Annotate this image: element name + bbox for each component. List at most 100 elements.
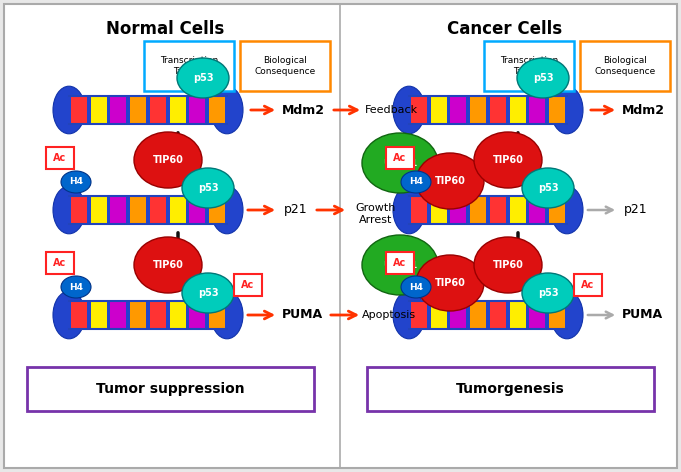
Text: TIP60: TIP60 — [434, 176, 465, 186]
Bar — [170, 96, 185, 124]
Ellipse shape — [551, 86, 583, 134]
Text: Biological
Consequence: Biological Consequence — [255, 56, 315, 76]
Bar — [411, 96, 427, 124]
Bar — [91, 96, 106, 124]
Ellipse shape — [211, 291, 243, 339]
FancyBboxPatch shape — [27, 367, 314, 411]
Bar — [430, 96, 447, 124]
Text: p53: p53 — [193, 73, 213, 83]
Text: TIP60: TIP60 — [434, 278, 465, 288]
Ellipse shape — [134, 132, 202, 188]
Ellipse shape — [177, 58, 229, 98]
Bar — [150, 96, 165, 124]
FancyBboxPatch shape — [386, 147, 414, 169]
Text: Cancer Cells: Cancer Cells — [447, 20, 563, 38]
FancyBboxPatch shape — [386, 252, 414, 274]
Bar — [110, 301, 126, 329]
Bar — [549, 301, 565, 329]
Bar — [209, 96, 225, 124]
Bar — [509, 301, 526, 329]
Text: Mdm2: Mdm2 — [281, 103, 325, 117]
Bar — [150, 301, 165, 329]
Bar — [490, 196, 506, 224]
Ellipse shape — [517, 58, 569, 98]
Text: TIP60: TIP60 — [153, 260, 183, 270]
Text: p21: p21 — [284, 203, 308, 217]
Bar — [509, 196, 526, 224]
Text: Feedback: Feedback — [364, 105, 417, 115]
Text: UHRF1: UHRF1 — [383, 261, 417, 270]
Ellipse shape — [474, 132, 542, 188]
Ellipse shape — [393, 186, 425, 234]
Ellipse shape — [134, 237, 202, 293]
Ellipse shape — [522, 168, 574, 208]
Bar — [529, 96, 545, 124]
Text: Transcription
Targets: Transcription Targets — [500, 56, 558, 76]
Ellipse shape — [53, 186, 85, 234]
Text: p53: p53 — [538, 183, 558, 193]
Text: Mdm2: Mdm2 — [622, 103, 665, 117]
Bar — [91, 301, 106, 329]
Bar — [110, 96, 126, 124]
Ellipse shape — [61, 276, 91, 298]
Ellipse shape — [61, 171, 91, 193]
Bar — [430, 196, 447, 224]
Bar — [430, 301, 447, 329]
Text: Ac: Ac — [394, 153, 407, 163]
Ellipse shape — [53, 291, 85, 339]
Bar — [209, 301, 225, 329]
Bar — [470, 196, 486, 224]
Bar — [71, 301, 86, 329]
Bar — [189, 96, 205, 124]
FancyBboxPatch shape — [144, 41, 234, 91]
Ellipse shape — [211, 86, 243, 134]
Text: H4: H4 — [409, 177, 423, 186]
Bar — [549, 96, 565, 124]
Text: Apoptosis: Apoptosis — [362, 310, 416, 320]
Text: p53: p53 — [197, 183, 219, 193]
Ellipse shape — [393, 86, 425, 134]
Bar — [409, 196, 567, 224]
Bar — [130, 301, 146, 329]
Bar — [470, 301, 486, 329]
Ellipse shape — [474, 237, 542, 293]
Text: Growth
Arrest: Growth Arrest — [355, 203, 396, 225]
Text: p53: p53 — [197, 288, 219, 298]
Text: Transcription
Targets: Transcription Targets — [160, 56, 218, 76]
Text: UHRF1: UHRF1 — [383, 159, 417, 168]
FancyBboxPatch shape — [574, 274, 602, 296]
Text: Biological
Consequence: Biological Consequence — [595, 56, 656, 76]
Bar — [170, 196, 185, 224]
Ellipse shape — [551, 291, 583, 339]
Ellipse shape — [551, 186, 583, 234]
Ellipse shape — [522, 273, 574, 313]
Bar — [490, 301, 506, 329]
Bar — [409, 96, 567, 124]
Text: p53: p53 — [533, 73, 553, 83]
Ellipse shape — [401, 276, 431, 298]
FancyBboxPatch shape — [580, 41, 670, 91]
Text: PUMA: PUMA — [622, 309, 663, 321]
FancyBboxPatch shape — [484, 41, 574, 91]
Bar — [209, 196, 225, 224]
Text: Ac: Ac — [394, 258, 407, 268]
Text: Ac: Ac — [53, 258, 67, 268]
Text: PUMA: PUMA — [281, 309, 323, 321]
Bar — [409, 301, 567, 329]
Text: TIP60: TIP60 — [492, 260, 524, 270]
Bar — [411, 196, 427, 224]
Ellipse shape — [53, 86, 85, 134]
Bar — [509, 96, 526, 124]
FancyBboxPatch shape — [46, 252, 74, 274]
FancyBboxPatch shape — [240, 41, 330, 91]
Text: H4: H4 — [69, 283, 83, 292]
Bar — [189, 196, 205, 224]
Bar — [549, 196, 565, 224]
FancyBboxPatch shape — [234, 274, 262, 296]
Text: Tumorgenesis: Tumorgenesis — [456, 382, 565, 396]
Ellipse shape — [182, 273, 234, 313]
Bar — [411, 301, 427, 329]
Bar — [189, 301, 205, 329]
Bar — [490, 96, 506, 124]
Bar — [170, 301, 185, 329]
